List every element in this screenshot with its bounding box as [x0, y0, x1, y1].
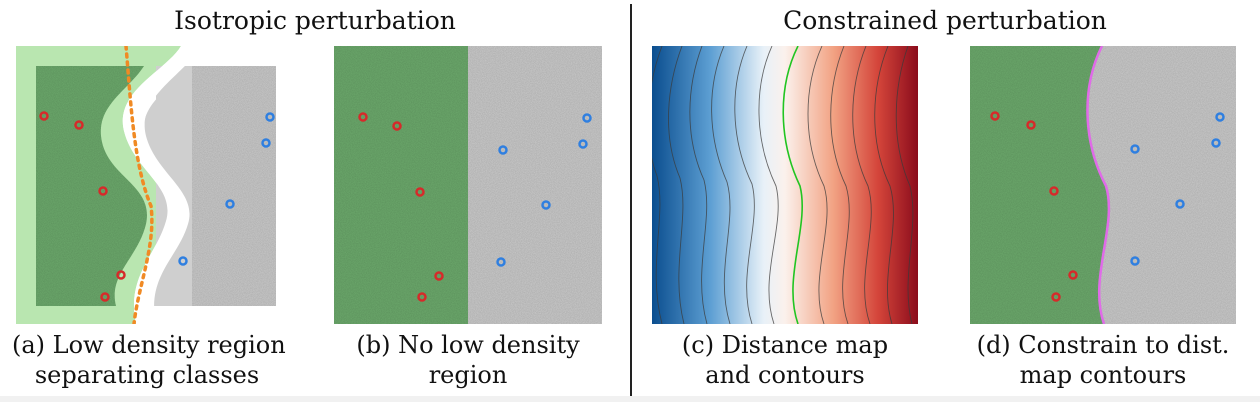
- contour-line: [689, 46, 708, 324]
- group-divider: [630, 4, 632, 396]
- class-a-point: [39, 111, 49, 121]
- class-b-point: [496, 257, 506, 267]
- panel-a-caption-line1: (a) Low density region: [12, 331, 286, 359]
- isotropic-decision-boundary: [124, 46, 154, 324]
- panel-d: [970, 46, 1236, 324]
- class-a-point: [74, 120, 84, 130]
- panel-d-plot: [970, 46, 1236, 324]
- bottom-edge: [0, 396, 1260, 402]
- contour-line: [758, 46, 779, 324]
- panel-a-plot: [16, 46, 276, 324]
- class-b-point: [582, 113, 592, 123]
- panel-d-texture: [970, 46, 1236, 324]
- class-a-points: [990, 111, 1078, 302]
- left-group-title: Isotropic perturbation: [174, 6, 456, 35]
- panel-d-caption-line2: map contours: [1019, 361, 1187, 389]
- constrained-decision-boundary: [1086, 46, 1111, 324]
- class-b-region-edge: [143, 66, 196, 306]
- panel-a: [16, 46, 278, 324]
- panel-c-caption-line2: and contours: [705, 361, 865, 389]
- class-a-point: [415, 187, 425, 197]
- class-b-texture: [192, 66, 276, 306]
- class-a-point: [392, 121, 402, 131]
- contour-line: [830, 46, 850, 324]
- class-a-points: [358, 112, 444, 302]
- class-a-point: [990, 111, 1000, 121]
- contour-line: [874, 46, 894, 324]
- class-a-point: [1049, 186, 1059, 196]
- class-b-points: [178, 112, 275, 266]
- contour-line: [852, 46, 872, 324]
- panel-b-texture: [334, 46, 602, 324]
- contour-line: [807, 46, 828, 324]
- class-a-point: [1026, 120, 1036, 130]
- class-b-point: [1175, 199, 1185, 209]
- panel-d-caption-line1: (d) Constrain to dist.: [976, 331, 1230, 359]
- panel-b-caption: (b) No low density region: [334, 330, 602, 390]
- class-b-point: [578, 139, 588, 149]
- contour-line: [652, 46, 663, 324]
- panel-c-plot: [652, 46, 918, 324]
- class-b-point: [225, 199, 235, 209]
- right-group-title: Constrained perturbation: [783, 6, 1107, 35]
- class-b-points: [496, 113, 592, 267]
- class-b-point: [178, 256, 188, 266]
- low-density-band: [122, 46, 201, 324]
- class-b-point: [1211, 138, 1221, 148]
- panel-c-caption: (c) Distance map and contours: [652, 330, 918, 390]
- class-a-point: [100, 292, 110, 302]
- class-b-point: [261, 138, 271, 148]
- class-b-point: [498, 145, 508, 155]
- contour-line: [895, 46, 914, 324]
- class-b-point: [541, 200, 551, 210]
- panel-a-caption-line2: separating classes: [34, 361, 260, 389]
- panel-a-caption: (a) Low density region separating classe…: [12, 330, 286, 390]
- class-a-points: [39, 111, 126, 302]
- panel-c: [652, 46, 918, 324]
- contour-line: [711, 46, 731, 324]
- panel-c-caption-line1: (c) Distance map: [681, 331, 889, 359]
- class-a-point: [116, 270, 126, 280]
- zero-contour: [782, 46, 804, 324]
- contour-line: [668, 46, 685, 324]
- class-b-points: [1130, 112, 1225, 266]
- panel-b: [334, 46, 602, 324]
- class-b-point: [265, 112, 275, 122]
- panel-b-caption-line1: (b) No low density: [356, 331, 580, 359]
- distance-contours: [652, 46, 914, 324]
- class-a-texture: [36, 66, 147, 306]
- class-a-point: [98, 186, 108, 196]
- class-a-point: [1068, 270, 1078, 280]
- panel-d-caption: (d) Constrain to dist. map contours: [958, 330, 1248, 390]
- panel-b-caption-line2: region: [428, 361, 508, 389]
- panel-b-plot: [334, 46, 602, 324]
- class-b-point: [1215, 112, 1225, 122]
- class-a-point: [358, 112, 368, 122]
- class-a-point: [434, 271, 444, 281]
- class-b-point: [1130, 256, 1140, 266]
- class-a-point: [417, 292, 427, 302]
- class-a-point: [1051, 292, 1061, 302]
- contour-line: [734, 46, 755, 324]
- class-b-point: [1130, 144, 1140, 154]
